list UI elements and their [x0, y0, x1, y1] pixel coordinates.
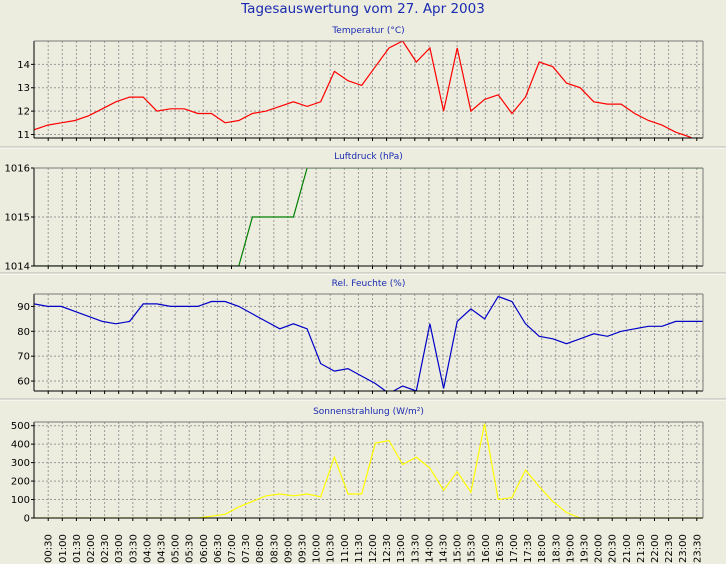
y-tick-label: 90 [17, 302, 30, 313]
y-tick-label: 12 [17, 107, 30, 118]
x-tick-label: 13:30 [410, 534, 421, 563]
x-tick-label: 06:30 [213, 534, 224, 563]
x-tick-label: 05:00 [171, 534, 182, 563]
x-tick-label: 16:00 [481, 534, 492, 563]
x-tick-label: 15:30 [467, 534, 478, 563]
chart-panel-4: 0 100 200 300 400 500 Sonnenstrahlung (W/m²) [11, 407, 704, 525]
x-tick-label: 13:00 [396, 534, 407, 563]
series-line [34, 295, 703, 391]
x-tick-label: 14:30 [439, 534, 450, 563]
x-tick-label: 21:00 [622, 534, 633, 563]
x-tick-label: 01:30 [72, 534, 83, 563]
chart-title: Temperatur (°C) [331, 26, 404, 36]
x-tick-label: 23:00 [678, 534, 689, 563]
x-tick-label: 19:30 [580, 534, 591, 563]
x-tick-label: 08:00 [255, 534, 266, 563]
y-tick-label: 0 [24, 514, 30, 525]
x-tick-label: 18:00 [537, 534, 548, 563]
y-tick-label: 1015 [5, 213, 30, 224]
plot-area [34, 294, 703, 391]
x-tick-label: 15:00 [453, 534, 464, 563]
x-tick-label: 00:30 [44, 534, 55, 563]
x-tick-label: 23:30 [692, 534, 703, 563]
x-tick-label: 05:30 [185, 534, 196, 563]
x-tick-label: 03:00 [114, 534, 125, 563]
x-tick-label: 19:00 [565, 534, 576, 563]
x-tick-label: 07:00 [227, 534, 238, 563]
x-tick-label: 10:30 [326, 534, 337, 563]
x-tick-label: 06:00 [199, 534, 210, 563]
y-tick-label: 400 [11, 440, 30, 451]
chart-title: Luftdruck (hPa) [334, 152, 403, 162]
x-tick-label: 09:30 [298, 534, 309, 563]
y-tick-label: 13 [17, 83, 30, 94]
x-tick-label: 16:30 [495, 534, 506, 563]
x-tick-label: 22:30 [664, 534, 675, 563]
chart-title: Rel. Feuchte (%) [332, 279, 406, 289]
x-tick-label: 11:30 [354, 534, 365, 563]
x-tick-label: 21:30 [636, 534, 647, 563]
x-tick-label: 11:00 [340, 534, 351, 563]
x-tick-label: 18:30 [551, 534, 562, 563]
y-tick-label: 300 [11, 458, 30, 469]
x-tick-label: 20:30 [608, 534, 619, 563]
x-tick-label: 01:00 [58, 534, 69, 563]
x-tick-label: 09:00 [283, 534, 294, 563]
x-tick-label: 08:30 [269, 534, 280, 563]
chart-panel-2: 1014 1015 1016 Luftdruck (hPa) [5, 152, 704, 273]
y-tick-label: 11 [17, 130, 30, 141]
x-tick-label: 20:00 [594, 534, 605, 563]
x-tick-label: 02:00 [86, 534, 97, 563]
x-tick-label: 17:30 [523, 534, 534, 563]
series-line [34, 423, 703, 518]
x-tick-label: 04:00 [142, 534, 153, 563]
chart-panel-1: 11 12 13 14 Temperatur (°C) [17, 26, 704, 141]
x-tick-label: 04:30 [157, 534, 168, 563]
y-tick-label: 60 [17, 377, 30, 388]
x-tick-label: 07:30 [241, 534, 252, 563]
x-tick-label: 02:30 [100, 534, 111, 563]
y-tick-label: 80 [17, 327, 30, 338]
y-tick-label: 1016 [5, 164, 30, 175]
chart-panel-3: 60 70 80 90 Rel. Feuchte (%) [17, 279, 704, 394]
y-tick-label: 1014 [5, 262, 30, 273]
x-tick-label: 14:00 [424, 534, 435, 563]
series-line [34, 41, 693, 138]
page-title: Tagesauswertung vom 27. Apr 2003 [241, 1, 485, 17]
chart-title: Sonnenstrahlung (W/m²) [313, 407, 424, 417]
y-tick-label: 100 [11, 495, 30, 506]
plot-area [34, 41, 703, 138]
y-tick-label: 14 [17, 60, 30, 71]
x-tick-label: 12:00 [368, 534, 379, 563]
x-tick-label: 03:30 [128, 534, 139, 563]
y-tick-label: 500 [11, 421, 30, 432]
x-tick-label: 22:00 [650, 534, 661, 563]
y-tick-label: 200 [11, 477, 30, 488]
y-tick-label: 70 [17, 352, 30, 363]
x-tick-label: 10:00 [312, 534, 323, 563]
x-tick-label: 17:00 [509, 534, 520, 563]
x-tick-label: 12:30 [382, 534, 393, 563]
